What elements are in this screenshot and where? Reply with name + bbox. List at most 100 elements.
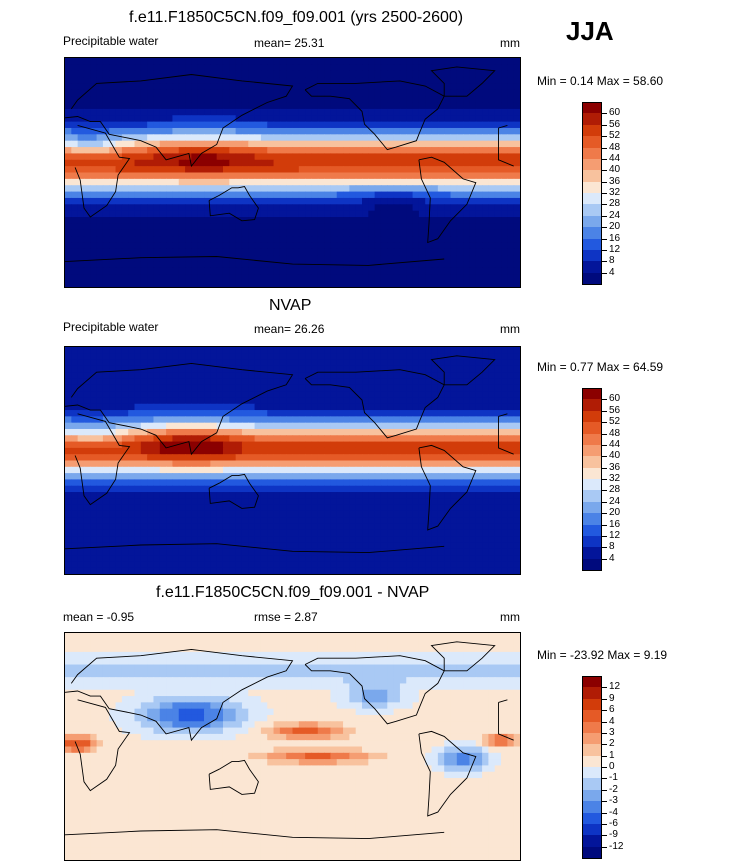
panel-1-units-label: mm xyxy=(500,36,520,50)
colorbar-tick-mark xyxy=(602,721,607,723)
colorbar-tick-mark xyxy=(602,479,607,480)
colorbar-swatch xyxy=(582,524,602,537)
panel-2-map xyxy=(64,346,521,575)
colorbar-swatch xyxy=(582,422,602,434)
colorbar-tick-mark xyxy=(602,558,607,560)
colorbar-tick-label: 40 xyxy=(609,164,621,176)
colorbar-tick-mark xyxy=(602,410,607,412)
coastline xyxy=(304,80,445,151)
colorbar-tick-mark xyxy=(602,467,607,469)
colorbar-tick-label: 28 xyxy=(609,198,621,210)
colorbar-tick-mark xyxy=(602,835,607,837)
colorbar-swatch xyxy=(582,513,602,525)
coastline xyxy=(430,641,496,672)
colorbar-tick-label: 36 xyxy=(609,461,621,473)
field-cells xyxy=(65,58,520,287)
field-cells xyxy=(65,633,520,860)
colorbar-tick-label: 12 xyxy=(609,243,621,255)
colorbar-swatch xyxy=(582,846,602,859)
colorbar-tick-mark xyxy=(602,501,607,503)
colorbar-swatch xyxy=(582,204,602,217)
colorbar-tick-label: 24 xyxy=(609,495,621,507)
coastline xyxy=(304,655,445,725)
coastline xyxy=(74,413,514,506)
panel-3-title: f.e11.F1850C5CN.f09_f09.001 - NVAP xyxy=(156,584,430,601)
colorbar-swatch xyxy=(582,789,602,802)
colorbar-swatch xyxy=(582,767,602,779)
colorbar-tick-mark xyxy=(602,399,607,401)
coastlines xyxy=(65,66,514,266)
panel-2-colorbar: 60 56 52 48 44 40 36 32 28 24 20 16 12 8 4 xyxy=(582,388,642,571)
colorbar-tick-label: 1 xyxy=(609,749,615,761)
colorbar-tick-label: 2 xyxy=(609,738,615,750)
panel-1-map xyxy=(64,57,521,288)
colorbar-tick-mark xyxy=(602,698,607,700)
colorbar-tick-label: 40 xyxy=(609,450,621,462)
colorbar-tick-label: 60 xyxy=(609,393,621,405)
coastline xyxy=(418,444,477,531)
colorbar-swatch xyxy=(582,547,602,560)
coastline xyxy=(430,66,496,97)
coastline xyxy=(418,730,477,817)
colorbar-tick-label: 12 xyxy=(609,529,621,541)
colorbar-swatch xyxy=(582,823,602,836)
panel-1-mean-label: mean= 25.31 xyxy=(254,36,325,50)
colorbar-tick-label: 3 xyxy=(609,726,615,738)
colorbar-tick-label: 8 xyxy=(609,255,615,267)
colorbar-tick-mark xyxy=(602,136,607,138)
colorbar-swatch xyxy=(582,158,602,171)
panel-1-minmax: Min = 0.14 Max = 58.60 xyxy=(537,74,664,88)
colorbar-swatch xyxy=(582,388,602,400)
colorbar-tick-mark xyxy=(602,249,607,251)
colorbar-tick-label: -12 xyxy=(609,840,624,852)
colorbar-tick-label: 4 xyxy=(609,266,615,278)
colorbar-tick-label: -1 xyxy=(609,772,618,784)
colorbar-swatch xyxy=(582,124,602,137)
colorbar-swatch xyxy=(582,399,602,412)
colorbar-tick-label: 32 xyxy=(609,187,621,198)
colorbar-tick-label: 44 xyxy=(609,152,621,164)
colorbar-tick-label: 56 xyxy=(609,118,621,130)
colorbar-tick-mark xyxy=(602,113,607,115)
colorbar-swatch xyxy=(582,215,602,228)
colorbar-tick-mark xyxy=(602,422,607,424)
season-label: JJA xyxy=(566,16,614,46)
coastline xyxy=(65,256,445,266)
colorbar-tick-mark xyxy=(602,490,607,492)
panel-2-variable-label: Precipitable water xyxy=(63,320,159,334)
colorbar-swatch xyxy=(582,490,602,503)
colorbar-tick-label: 8 xyxy=(609,541,615,553)
colorbar-tick-mark xyxy=(602,433,607,435)
colorbar-tick-mark xyxy=(602,687,607,689)
colorbar-swatch xyxy=(582,676,602,688)
colorbar-swatch xyxy=(582,136,602,148)
colorbar-swatch xyxy=(582,193,602,205)
colorbar-tick-mark xyxy=(602,456,607,458)
colorbar-tick-label: -2 xyxy=(609,783,618,795)
panel-2-units-label: mm xyxy=(500,322,520,336)
coastline xyxy=(74,124,514,218)
colorbar-swatch xyxy=(582,710,602,722)
colorbar-swatch xyxy=(582,801,602,813)
colorbar-tick-mark xyxy=(602,755,607,757)
panel-3-map xyxy=(64,632,521,861)
colorbar-tick-mark xyxy=(602,204,607,206)
colorbar-tick-label: -6 xyxy=(609,817,618,829)
colorbar-swatch xyxy=(582,558,602,571)
coastline xyxy=(208,185,259,222)
colorbar-swatch xyxy=(582,272,602,285)
colorbar-tick-label: 20 xyxy=(609,221,621,233)
colorbar-swatch xyxy=(582,147,602,160)
panel-1-colorbar: 60 56 52 48 44 40 36 32 28 24 20 16 12 8 4 xyxy=(582,102,642,285)
coastline xyxy=(418,156,477,244)
colorbar-tick-mark xyxy=(602,767,607,768)
coastline xyxy=(304,369,445,439)
colorbar-tick-mark xyxy=(602,732,607,734)
colorbar-tick-label: 48 xyxy=(609,427,621,439)
coastline xyxy=(65,829,445,840)
colorbar-swatch xyxy=(582,456,602,469)
colorbar-tick-label: 9 xyxy=(609,692,615,704)
colorbar-tick-label: 52 xyxy=(609,130,621,142)
colorbar-swatch xyxy=(582,535,602,548)
colorbar-swatch xyxy=(582,501,602,514)
